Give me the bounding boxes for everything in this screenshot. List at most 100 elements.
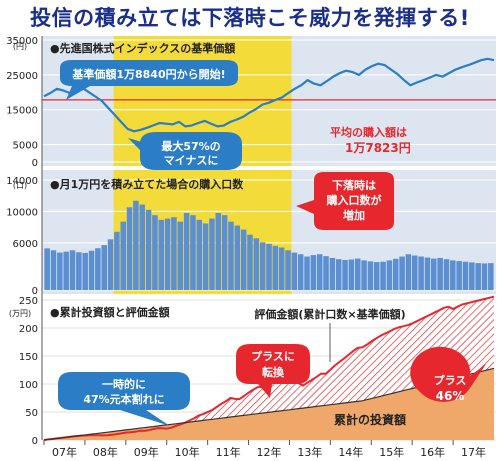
panel2-bar bbox=[228, 221, 234, 290]
panel2-bar bbox=[272, 245, 279, 290]
panel2-bar bbox=[114, 231, 120, 290]
panel2-bar bbox=[209, 218, 215, 290]
panel2-bar bbox=[348, 259, 355, 290]
panel1-title: ●先進国株式インデックスの基準価額 bbox=[50, 41, 235, 55]
panel3-gain-hatch bbox=[44, 296, 494, 440]
panel2-bar bbox=[475, 263, 481, 290]
panel2-title: ●月1万円を積み立てた場合の購入口数 bbox=[50, 177, 244, 191]
x-axis-label: 08年 bbox=[93, 445, 118, 459]
panel2-bar bbox=[95, 248, 101, 290]
panel1-ytick-label: 15000 bbox=[6, 106, 38, 117]
panel2-bar bbox=[240, 229, 247, 290]
panel2-bar bbox=[367, 261, 374, 290]
panel3-plus-bubble bbox=[410, 346, 486, 402]
panel2-bar bbox=[234, 225, 241, 290]
panel3-ytick-label: 0 bbox=[32, 436, 38, 447]
panel2-bar bbox=[481, 263, 488, 290]
panel3-turn-line2: 転換 bbox=[262, 365, 285, 379]
panel2-bar bbox=[259, 242, 266, 290]
panel3-plus-line2: 46% bbox=[436, 389, 465, 403]
panel3-yunit: (万円) bbox=[9, 309, 31, 318]
panel2-bar bbox=[354, 258, 361, 290]
panel2-bar bbox=[380, 261, 386, 290]
panel2-bar bbox=[418, 256, 424, 290]
panel2-bar bbox=[69, 250, 76, 290]
panel1-drop-bubble bbox=[128, 132, 242, 170]
panel2-bar bbox=[183, 213, 190, 290]
panel2-note-line2: 購入口数が bbox=[326, 193, 382, 207]
panel2-bar bbox=[335, 259, 342, 290]
panel2-bar bbox=[266, 243, 272, 290]
panel2-ytick-label: 0 bbox=[32, 286, 38, 297]
panel3-title: ●累計投資額と評価金額 bbox=[50, 305, 170, 319]
panel3-drop-line2: 47%元本割れに bbox=[83, 392, 164, 406]
panel2-note-bubble bbox=[296, 172, 394, 230]
x-axis-band bbox=[42, 441, 496, 461]
panel2-ytick-label: 14000 bbox=[6, 176, 38, 187]
panel1-average-label: 平均の購入額は bbox=[330, 125, 407, 139]
panel2-bar bbox=[101, 245, 107, 290]
panel2-bar bbox=[107, 239, 114, 290]
panel2-bar bbox=[342, 259, 348, 290]
panel2-bar bbox=[152, 215, 158, 290]
panel1-yunit: (円) bbox=[13, 42, 27, 51]
panel3-turn-bubble bbox=[236, 344, 310, 398]
panel2-bar bbox=[399, 256, 405, 290]
panel2-bar bbox=[44, 248, 50, 290]
panel2-bar bbox=[297, 254, 304, 290]
panel3-ytick-label: 50 bbox=[25, 408, 38, 419]
panel2-bar bbox=[120, 221, 126, 290]
panel2-bar bbox=[285, 250, 291, 290]
panel2-bar bbox=[196, 219, 203, 290]
panel2-bar bbox=[323, 256, 329, 290]
panel2-bar bbox=[63, 251, 69, 290]
panel2-bar bbox=[443, 259, 450, 290]
panel2-bar bbox=[145, 209, 152, 290]
panel2-bar bbox=[253, 238, 260, 290]
panel2-ytick-label: 6000 bbox=[13, 239, 38, 250]
x-axis-label: 17年 bbox=[461, 445, 486, 459]
panel1-average-value: 1万7823円 bbox=[345, 141, 411, 155]
panel3-invested-area bbox=[44, 368, 494, 440]
panel2-bar bbox=[82, 252, 88, 290]
panel2-bar bbox=[304, 256, 310, 290]
panel2-bar bbox=[291, 252, 298, 290]
panel2-bar bbox=[424, 257, 431, 290]
panel2-bar bbox=[278, 247, 285, 290]
panel2-bar bbox=[215, 213, 222, 290]
panel2-bar bbox=[76, 252, 82, 290]
panel1-start-bubble-text: 基準価額1万8840円から開始! bbox=[71, 67, 225, 81]
x-axis-label: 14年 bbox=[338, 445, 363, 459]
panel2-bar bbox=[392, 258, 399, 290]
panel2-bar bbox=[450, 260, 456, 290]
panel2-ytick-label: 10000 bbox=[6, 207, 38, 218]
x-axis-label: 11年 bbox=[216, 445, 241, 459]
panel3-ytick-label: 200 bbox=[19, 324, 38, 335]
panel3-plus-line1: プラス bbox=[434, 373, 467, 387]
panel3-ytick-label: 250 bbox=[19, 296, 38, 307]
panel2-bar bbox=[412, 255, 418, 290]
panel2-bar bbox=[202, 223, 209, 290]
panel2-note-line1: 下落時は bbox=[332, 178, 376, 192]
x-axis-label: 12年 bbox=[257, 445, 282, 459]
panel1-ytick-label: 25000 bbox=[6, 71, 38, 82]
x-axis-label: 13年 bbox=[297, 445, 322, 459]
panel2-bar bbox=[437, 257, 443, 290]
panel2-bar bbox=[50, 250, 57, 290]
panel2-bar bbox=[88, 250, 95, 290]
panel1-drop-bubble-line2: マイナスに bbox=[164, 154, 219, 167]
panel3-ytick-label: 100 bbox=[19, 380, 38, 391]
panel2-bar bbox=[164, 218, 171, 290]
panel2-bar bbox=[386, 260, 393, 290]
panel2-bar bbox=[190, 215, 196, 290]
panel1-drop-bubble-line1: 最大57%の bbox=[161, 139, 220, 153]
panel2-bar bbox=[405, 254, 412, 290]
panel1-ytick-label: 5000 bbox=[13, 141, 38, 152]
panel2-bar bbox=[329, 257, 336, 290]
x-axis-label: 10年 bbox=[175, 445, 200, 459]
panel2-bar bbox=[456, 261, 462, 290]
panel2-bar bbox=[158, 219, 165, 290]
panel2-bar bbox=[316, 254, 323, 290]
